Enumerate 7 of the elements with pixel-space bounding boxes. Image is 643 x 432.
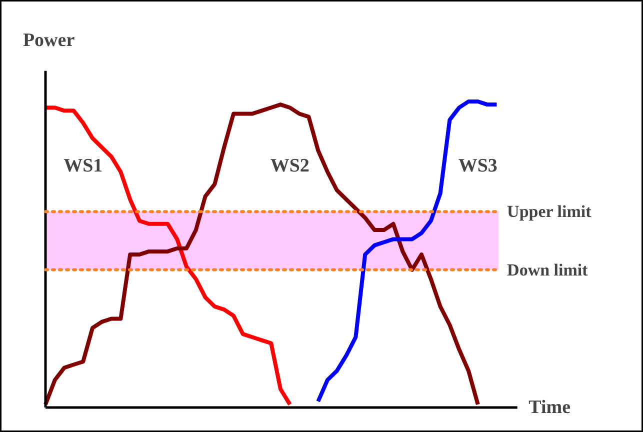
series-label: WS2 bbox=[270, 155, 310, 176]
ref-line-label: Down limit bbox=[507, 260, 588, 280]
x-axis-title: Time bbox=[528, 397, 571, 418]
ref-line-label: Upper limit bbox=[507, 202, 592, 222]
series-label: WS1 bbox=[64, 155, 103, 176]
series-label: WS3 bbox=[458, 155, 498, 176]
y-axis-title: Power bbox=[22, 30, 76, 51]
